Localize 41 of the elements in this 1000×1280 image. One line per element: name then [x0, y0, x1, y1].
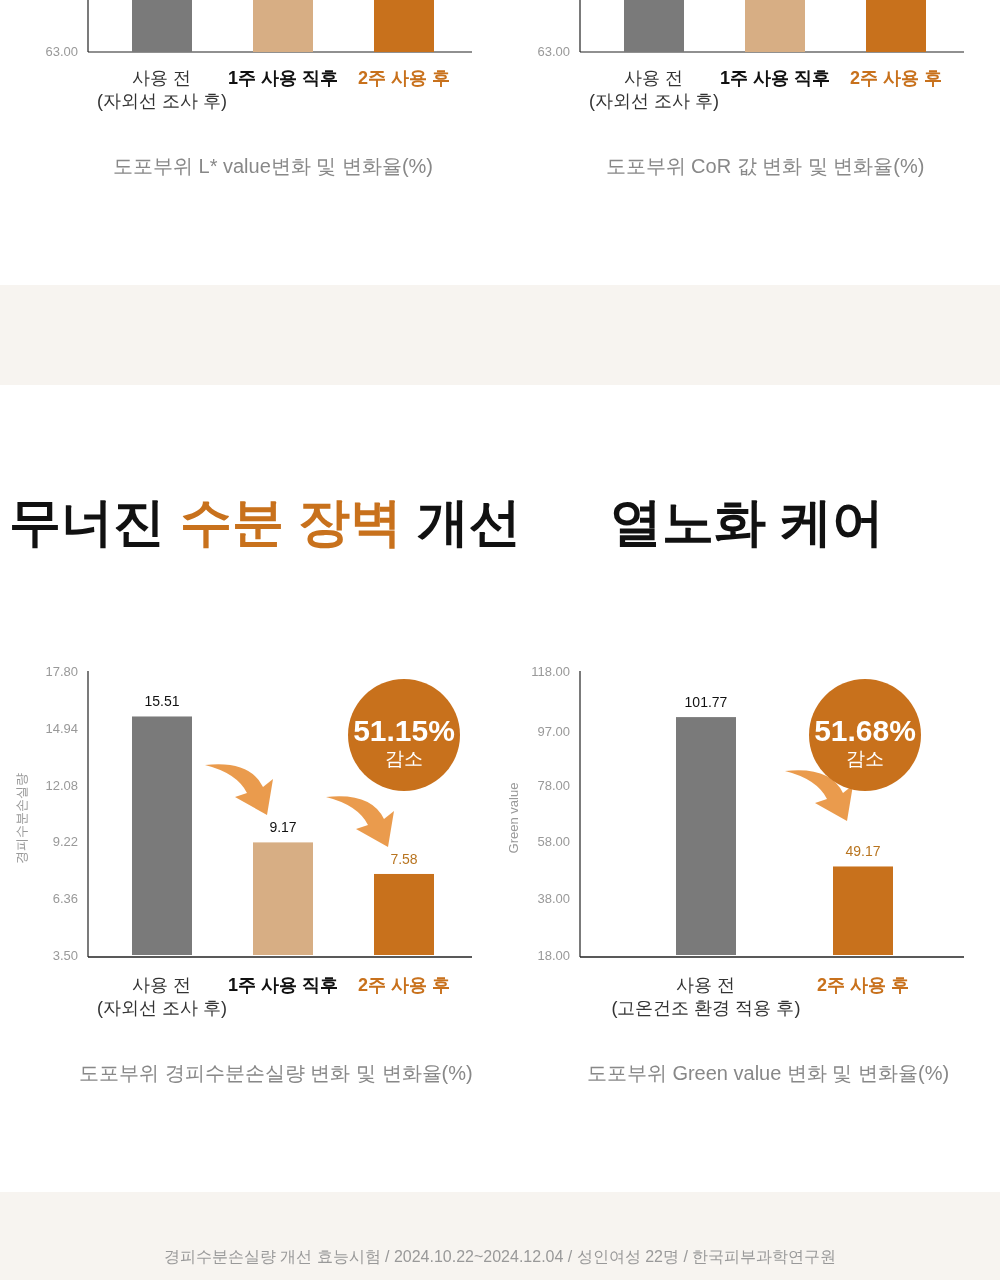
data-label: 101.77: [684, 694, 728, 711]
y-tick-label: 12.08: [45, 777, 78, 793]
y-tick-label: 38.00: [537, 891, 570, 907]
text: 63.00: [537, 44, 570, 59]
text: 도포부위 L* value변화 및 변화율(%): [112, 155, 434, 177]
y-tick-label: 14.94: [45, 720, 78, 736]
x-tick-label: 2주 사용 후: [816, 975, 910, 995]
category-label: 1주 사용 직후: [227, 68, 339, 88]
data-label: 49.17: [845, 843, 881, 860]
text: 경피수분손실량 개선 효능시험 / 2024.10.22~2024.12.04 / 성인여성 22명 / 한국피부과학연구원: [163, 1248, 837, 1265]
annotation: 51.15% 감소: [353, 714, 455, 769]
y-tick-label: 18.00: [537, 948, 570, 963]
category-label: 1주 사용 직후: [719, 68, 831, 88]
x-tick-label: 사용 전 (고온건조 환경 적용 후): [611, 975, 801, 1018]
y-tick-label: 3.50: [52, 948, 78, 963]
data-label: 15.51: [144, 693, 180, 710]
text: 도포부위 경피수분손실량 변화 및 변화율(%): [79, 1062, 473, 1084]
text: 63.00: [45, 44, 78, 59]
y-tick-label: 78.00: [537, 777, 570, 793]
x-tick-label: 사용 전 (자외선 조사 후): [97, 975, 227, 1018]
y-axis-title: 경피수분손실량: [14, 772, 29, 864]
y-tick-label: 97.00: [537, 723, 570, 739]
category-label: 2주 사용 후: [849, 68, 943, 88]
category-label: 사용 전 (자외선 조사 후): [589, 68, 719, 111]
chart-title: 무너진 수분 장벽 개선: [9, 493, 521, 551]
x-tick-label: 1주 사용 직후: [227, 975, 339, 995]
y-axis-title: Green value: [506, 782, 521, 854]
category-label: 사용 전 (자외선 조사 후): [97, 68, 227, 111]
category-label: 2주 사용 후: [357, 68, 451, 88]
y-tick-label: 9.22: [52, 834, 78, 850]
x-tick-label: 2주 사용 후: [357, 975, 451, 995]
data-label: 7.58: [390, 850, 418, 867]
text: 도포부위 Green value 변화 및 변화율(%): [586, 1062, 950, 1084]
text: 도포부위 CoR 값 변화 및 변화율(%): [605, 155, 925, 177]
y-tick-label: 58.00: [537, 834, 570, 850]
y-tick-label: 118.00: [531, 664, 570, 679]
data-label: 9.17: [269, 819, 297, 836]
y-tick-label: 17.80: [45, 664, 78, 679]
y-tick-label: 6.36: [52, 891, 78, 907]
annotation: 51.68% 감소: [814, 714, 916, 769]
chart-title: 열노화 케어: [609, 493, 885, 551]
